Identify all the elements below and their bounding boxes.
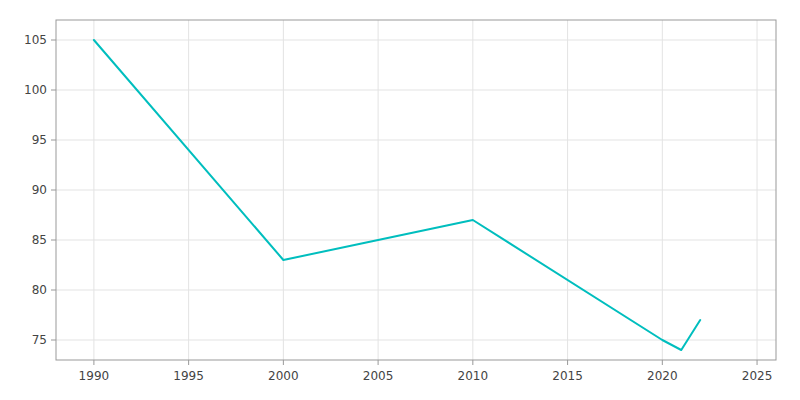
- x-tick: [93, 360, 94, 365]
- x-tick: [283, 360, 284, 365]
- x-tick: [378, 360, 379, 365]
- y-tick: [51, 340, 56, 341]
- x-tick-label: 2000: [268, 369, 299, 383]
- x-tick: [567, 360, 568, 365]
- grid-line-y: [56, 240, 776, 241]
- x-tick-label: 2020: [647, 369, 678, 383]
- grid-line-y: [56, 90, 776, 91]
- grid: [56, 20, 776, 360]
- grid-line-y: [56, 40, 776, 41]
- y-tick-label: 100: [24, 83, 47, 97]
- x-tick-label: 1995: [173, 369, 204, 383]
- y-tick: [51, 40, 56, 41]
- y-tick: [51, 240, 56, 241]
- grid-line-y: [56, 140, 776, 141]
- x-tick-label: 2015: [552, 369, 583, 383]
- y-tick: [51, 90, 56, 91]
- x-tick-label: 2010: [458, 369, 489, 383]
- plot-frame: [56, 20, 776, 360]
- chart-svg: 1990 1995 2000 2005 2010 2015 2020 2025 75 80 85 90…: [0, 0, 800, 400]
- y-tick-label: 90: [32, 183, 47, 197]
- x-tick: [662, 360, 663, 365]
- grid-line-y: [56, 340, 776, 341]
- y-tick: [51, 190, 56, 191]
- grid-line-y: [56, 190, 776, 191]
- y-tick-label: 85: [32, 233, 47, 247]
- x-tick-label: 2005: [363, 369, 394, 383]
- grid-line-y: [56, 290, 776, 291]
- y-tick: [51, 290, 56, 291]
- plot-area: [94, 40, 700, 350]
- y-tick-label: 80: [32, 283, 47, 297]
- x-tick: [757, 360, 758, 365]
- y-tick-label: 95: [32, 133, 47, 147]
- axes: 1990 1995 2000 2005 2010 2015 2020 2025 75 80 85 90…: [24, 33, 772, 383]
- y-tick: [51, 140, 56, 141]
- y-tick-label: 75: [32, 333, 47, 347]
- x-tick-label: 2025: [742, 369, 773, 383]
- x-tick-label: 1990: [79, 369, 110, 383]
- y-tick-label: 105: [24, 33, 47, 47]
- x-tick: [188, 360, 189, 365]
- data-line: [94, 40, 700, 350]
- x-tick: [472, 360, 473, 365]
- chart-container: 1990 1995 2000 2005 2010 2015 2020 2025 75 80 85 90…: [0, 0, 800, 400]
